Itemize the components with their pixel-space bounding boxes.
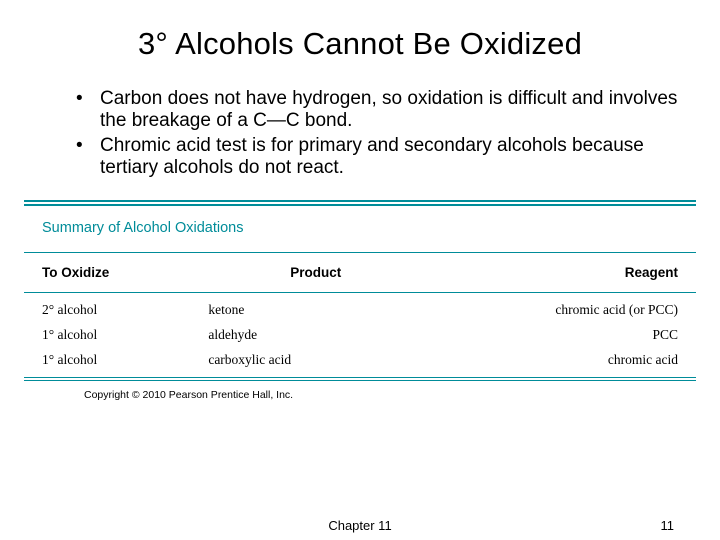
footer-page-number: 11 [661,518,675,533]
table-cell: 1° alcohol [24,322,190,347]
table-cell: carboxylic acid [190,347,407,377]
bullet-item: Carbon does not have hydrogen, so oxidat… [82,88,680,133]
table-row: 1° alcohol carboxylic acid chromic acid [24,347,696,377]
table-header-cell: Product [272,253,481,292]
table-cell: chromic acid [407,347,696,377]
table-cell: PCC [407,322,696,347]
table-cell: 2° alcohol [24,293,190,322]
oxidation-table-body: 2° alcohol ketone chromic acid (or PCC) … [24,293,696,378]
slide-container: 3° Alcohols Cannot Be Oxidized Carbon do… [0,0,720,540]
table-cell: 1° alcohol [24,347,190,377]
table-rule-bottom [24,377,696,378]
table-rule-top [24,200,696,202]
slide-title: 3° Alcohols Cannot Be Oxidized [40,26,680,62]
bullet-item: Chromic acid test is for primary and sec… [82,135,680,180]
table-cell: ketone [190,293,407,322]
table-title: Summary of Alcohol Oxidations [24,206,696,252]
table-cell: aldehyde [190,322,407,347]
copyright-text: Copyright © 2010 Pearson Prentice Hall, … [24,381,696,401]
table-row: 2° alcohol ketone chromic acid (or PCC) [24,293,696,322]
table-header-row: To Oxidize Product Reagent [24,253,696,292]
bullet-list: Carbon does not have hydrogen, so oxidat… [40,88,680,180]
oxidation-table-container: Summary of Alcohol Oxidations To Oxidize… [24,200,696,402]
table-header-cell: To Oxidize [24,253,272,292]
table-row: 1° alcohol aldehyde PCC [24,322,696,347]
oxidation-table: To Oxidize Product Reagent [24,253,696,292]
table-cell: chromic acid (or PCC) [407,293,696,322]
footer-chapter: Chapter 11 [328,518,391,533]
table-header-cell: Reagent [481,253,696,292]
